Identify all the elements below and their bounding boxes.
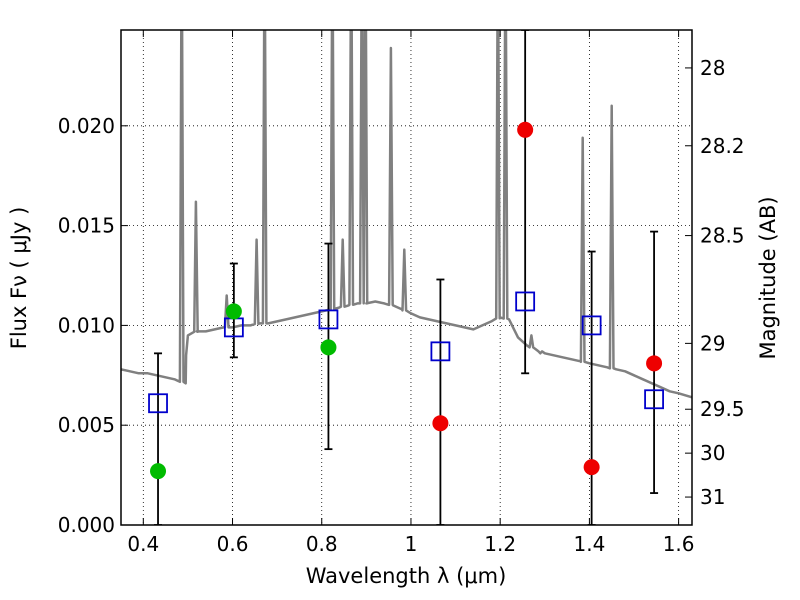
x-tick-label: 0.6	[217, 532, 249, 556]
nondetection-point	[432, 415, 449, 432]
y-tick-label: 0.020	[58, 114, 115, 138]
axis-ticks: 0.4 0.6 0.8 1 1.2 1.4 1.6 0.000 0.005 0.010 0.015 0…	[58, 30, 745, 556]
x-tick-label: 1.4	[573, 532, 605, 556]
x-axis-title: Wavelength λ (μm)	[306, 564, 507, 588]
model-point-square	[644, 389, 664, 410]
detection-point	[320, 339, 337, 356]
x-tick-label: 0.4	[127, 532, 159, 556]
right-tick-label: 30	[700, 441, 725, 465]
x-tick-label: 1	[405, 532, 418, 556]
plot-frame	[120, 29, 693, 526]
model-point-square	[515, 291, 536, 312]
nondetection-point	[583, 459, 600, 476]
model-point-square	[430, 341, 451, 362]
right-tick-label: 29.5	[700, 397, 745, 421]
grid	[121, 30, 692, 526]
plot-background	[121, 30, 692, 525]
right-tick-label: 28	[700, 56, 725, 80]
x-tick-label: 1.6	[663, 532, 695, 556]
errorbars	[154, 30, 659, 525]
right-tick-label: 31	[700, 485, 725, 509]
right-tick-label: 29	[700, 331, 725, 355]
y-tick-label: 0.015	[58, 214, 115, 238]
x-tick-label: 1.2	[484, 532, 516, 556]
data-points	[148, 121, 664, 480]
detection-point	[225, 303, 242, 320]
nondetection-point	[646, 355, 663, 372]
right-tick-label: 28.5	[700, 224, 745, 248]
model-point-square	[148, 393, 168, 414]
y-tick-label: 0.005	[58, 413, 115, 437]
y-tick-label: 0.010	[58, 313, 115, 337]
nondetection-point	[517, 121, 534, 138]
y-axis-right-title: Magnitude (AB)	[756, 196, 780, 359]
right-tick-label: 28.2	[700, 134, 745, 158]
y-tick-label: 0.000	[58, 513, 115, 537]
y-axis-title: Flux Fν ( μJy )	[7, 207, 31, 350]
model-point-square	[581, 315, 602, 336]
model-point-square	[318, 309, 339, 330]
x-tick-label: 0.8	[306, 532, 338, 556]
detection-point	[150, 463, 167, 480]
